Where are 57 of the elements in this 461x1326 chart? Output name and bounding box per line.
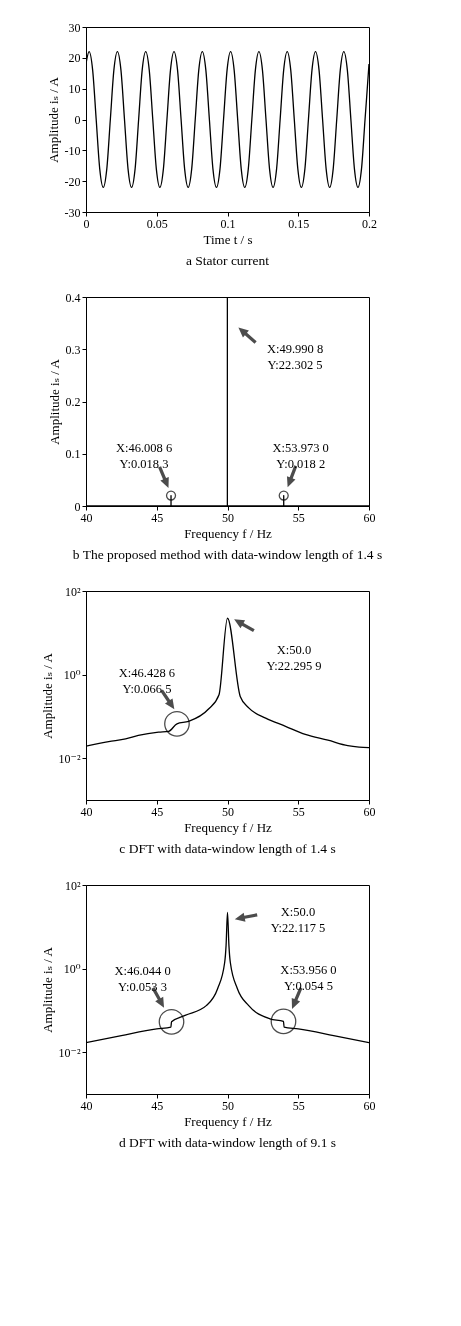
- text: d DFT with data-window length of 9.1 s: [118, 1135, 337, 1150]
- y-tick-label: 0.4: [65, 290, 81, 305]
- text: b The proposed method with data-window length of 1.4 s: [72, 547, 383, 562]
- x-tick-label: 40: [80, 804, 93, 819]
- y-axis-title: Amplitude iₛ / A: [39, 946, 55, 1033]
- annotation: X:50.0 Y:22.295 9: [266, 643, 322, 673]
- y-tick-label: 0.2: [65, 395, 81, 409]
- y-tick-label: 10²: [64, 584, 81, 599]
- x-tick-label: 55: [292, 1098, 305, 1113]
- annotation: X:46.428 6 Y:0.066 5: [118, 665, 176, 696]
- y-tick-label: -30: [64, 205, 81, 220]
- x-tick-label: 40: [80, 1098, 93, 1113]
- x-tick-label: 45: [151, 1098, 164, 1113]
- x-tick-label: 60: [363, 804, 376, 819]
- x-tick-label: 60: [363, 1098, 376, 1113]
- annotation: X:53.956 0 Y:0.054 5: [280, 963, 337, 994]
- x-tick-label: 55: [292, 510, 305, 525]
- y-tick-label: 0.1: [65, 447, 81, 462]
- y-tick-label: 10²: [64, 878, 81, 893]
- y-tick-label: 0.3: [65, 342, 81, 357]
- text: a Stator current: [185, 253, 270, 268]
- y-tick-label: -20: [64, 174, 81, 189]
- y-axis-title: Amplitude iₛ / A: [45, 76, 61, 163]
- x-tick-label: 0.05: [146, 216, 168, 231]
- y-tick-label: 10⁻²: [58, 1045, 81, 1060]
- x-axis-title: Frequency f / Hz: [184, 819, 273, 835]
- y-tick-label: 10⁰: [63, 668, 81, 683]
- x-axis-title: Frequency f / Hz: [184, 525, 273, 541]
- y-axis-title: Amplitude iₛ / A: [46, 358, 62, 445]
- y-tick-label: -10: [64, 143, 81, 158]
- x-tick-label: 0.1: [220, 216, 236, 231]
- text: c DFT with data-window length of 1.4 s: [119, 841, 336, 856]
- x-tick-label: 55: [292, 804, 305, 819]
- x-tick-label: 0.15: [288, 216, 310, 231]
- annotation: X:49.990 8 Y:22.302 5: [266, 342, 324, 372]
- y-tick-label: 20: [68, 51, 81, 66]
- x-tick-label: 0.2: [362, 216, 377, 231]
- y-tick-label: 30: [68, 20, 81, 35]
- y-tick-label: 0: [74, 113, 81, 127]
- x-tick-label: 50: [222, 804, 234, 819]
- y-tick-label: 10⁰: [63, 962, 81, 977]
- annotation: X:53.973 0 Y:0.018 2: [272, 441, 329, 472]
- x-tick-label: 60: [363, 510, 376, 525]
- y-tick-label: 0: [74, 499, 81, 514]
- x-tick-label: 40: [80, 510, 93, 525]
- annotation: X:46.008 6 Y:0.018 3: [115, 441, 173, 472]
- y-tick-label: 10: [68, 82, 81, 97]
- annotation: X:50.0 Y:22.117 5: [270, 905, 326, 935]
- x-tick-label: 45: [151, 804, 164, 819]
- x-axis-title: Time t / s: [203, 231, 253, 247]
- y-axis-title: Amplitude iₛ / A: [39, 652, 55, 739]
- x-tick-label: 50: [222, 510, 234, 525]
- annotation: X:46.044 0 Y:0.053 3: [114, 963, 171, 994]
- x-axis-title: Frequency f / Hz: [184, 1113, 273, 1129]
- x-tick-label: 45: [151, 510, 164, 525]
- y-tick-label: 10⁻²: [58, 751, 81, 766]
- x-tick-label: 50: [222, 1098, 234, 1113]
